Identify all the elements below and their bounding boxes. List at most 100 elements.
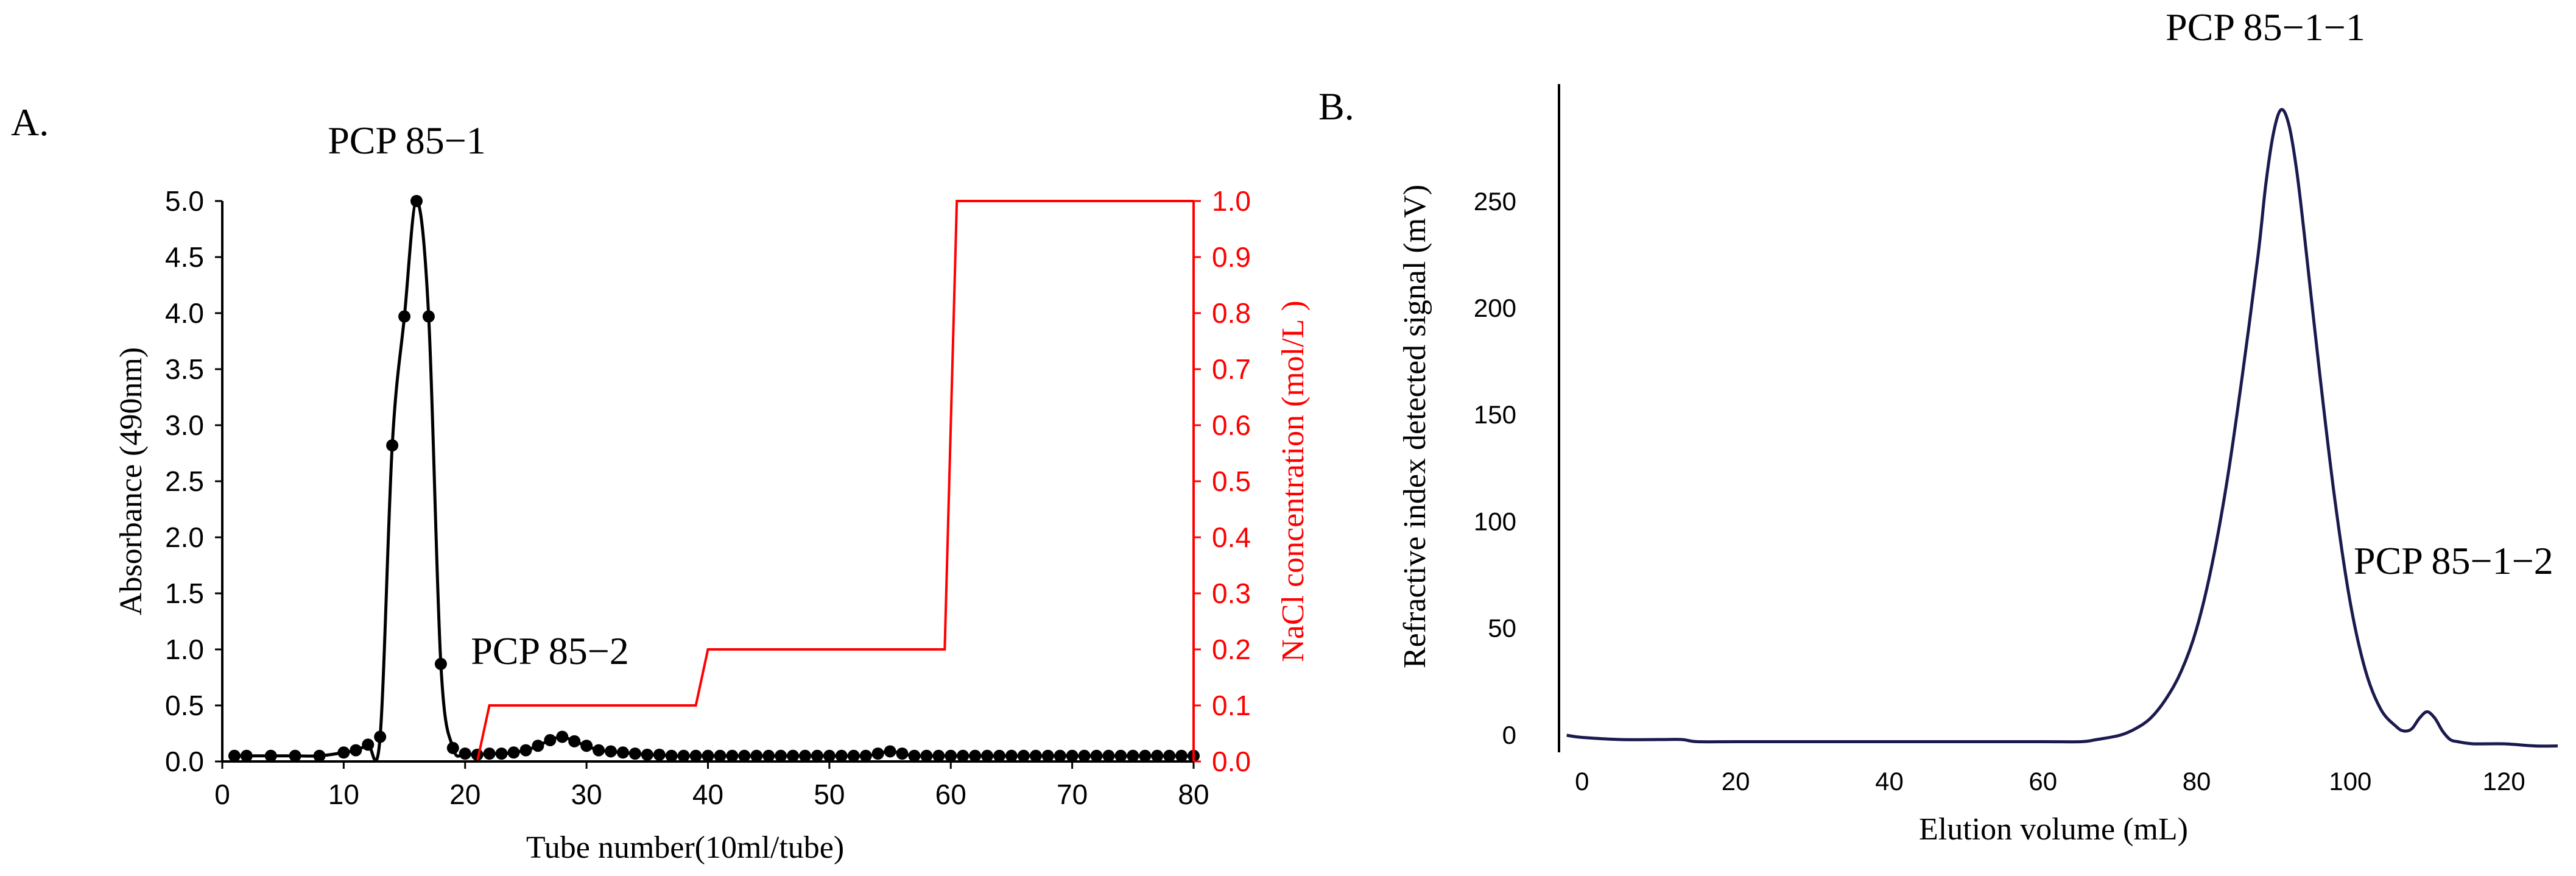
- absorbance-point: [240, 749, 253, 762]
- x-tick-label: 20: [1722, 767, 1750, 796]
- y2-tick-label: 0.3: [1212, 578, 1251, 609]
- absorbance-point: [799, 749, 811, 762]
- absorbance-point: [823, 749, 836, 762]
- absorbance-point: [386, 439, 399, 452]
- nacl-line: [222, 200, 1194, 763]
- absorbance-series: [228, 195, 1200, 763]
- y2-tick-label: 0.9: [1212, 241, 1251, 273]
- y2-tick-label: 0.6: [1212, 409, 1251, 441]
- x-tick-label: 60: [935, 779, 966, 810]
- y-tick-label: 4.5: [165, 241, 204, 273]
- y-tick-label: 100: [1474, 507, 1516, 535]
- panel-a-axes: [221, 201, 1195, 763]
- y-tick-label: 50: [1488, 614, 1516, 643]
- absorbance-point: [1151, 749, 1164, 762]
- absorbance-point: [762, 749, 775, 762]
- peak-label-pcp85-2: PCP 85−2: [471, 629, 629, 673]
- y2-tick-label: 0.5: [1212, 465, 1251, 497]
- x-tick-label: 40: [692, 779, 723, 810]
- absorbance-point: [871, 747, 884, 760]
- absorbance-point: [908, 749, 921, 762]
- y-tick-label: 250: [1474, 187, 1516, 216]
- y-tick-label: 0: [1502, 721, 1516, 749]
- absorbance-point: [1090, 749, 1103, 762]
- panel-a-y2-label: NaCl concentration (mol/L ): [1276, 300, 1311, 662]
- absorbance-point: [689, 749, 702, 762]
- y2-tick-label: 0.0: [1212, 746, 1251, 777]
- absorbance-point: [483, 747, 496, 760]
- absorbance-point: [641, 748, 653, 761]
- absorbance-point: [1175, 749, 1188, 762]
- absorbance-point: [264, 749, 277, 762]
- y2-tick-label: 0.1: [1212, 690, 1251, 721]
- panel-a-label: A.: [11, 101, 49, 144]
- absorbance-point: [859, 749, 872, 762]
- absorbance-point: [775, 749, 787, 762]
- absorbance-point: [884, 745, 896, 758]
- absorbance-point: [446, 741, 459, 754]
- panel-b-label: B.: [1318, 85, 1354, 128]
- absorbance-point: [957, 749, 970, 762]
- y2-tick-label: 0.4: [1212, 521, 1251, 553]
- y-tick-label: 4.0: [165, 297, 204, 329]
- x-tick-label: 0: [1575, 767, 1589, 796]
- absorbance-point: [362, 738, 375, 751]
- absorbance-point: [738, 749, 751, 762]
- absorbance-point: [507, 746, 520, 759]
- y2-tick-label: 0.2: [1212, 634, 1251, 665]
- absorbance-point: [228, 749, 241, 762]
- ri-signal-series: [1566, 108, 2558, 748]
- peak-label-pcp85-1-1: PCP 85−1−1: [2166, 5, 2365, 49]
- panel-b-y-label: Refractive index detected signal (mV): [1398, 185, 1432, 668]
- panel-a-y-label: Absorbance (490nm): [114, 347, 149, 615]
- absorbance-point: [532, 740, 544, 752]
- y-tick-label: 2.0: [165, 521, 204, 553]
- absorbance-point: [313, 749, 326, 762]
- x-tick-label: 120: [2483, 767, 2525, 796]
- absorbance-point: [337, 746, 350, 759]
- absorbance-point: [750, 749, 763, 762]
- absorbance-point: [1102, 749, 1115, 762]
- absorbance-point: [896, 747, 909, 760]
- y-tick-label: 150: [1474, 400, 1516, 429]
- absorbance-point: [556, 730, 569, 743]
- absorbance-point: [1139, 749, 1152, 762]
- panel-b-x-ticks: 0 20 40 60 80 100 120: [1575, 767, 2525, 796]
- x-tick-label: 80: [2183, 767, 2211, 796]
- nacl-series: [222, 200, 1194, 763]
- absorbance-point: [628, 747, 641, 760]
- absorbance-point: [350, 744, 362, 757]
- absorbance-point: [945, 749, 957, 762]
- peak-label-pcp85-1-2: PCP 85−1−2: [2354, 539, 2553, 582]
- y-tick-label: 2.5: [165, 465, 204, 497]
- peak-label-pcp85-1: PCP 85−1: [328, 119, 486, 162]
- x-tick-label: 20: [449, 779, 480, 810]
- absorbance-point: [1017, 749, 1030, 762]
- x-tick-label: 80: [1178, 779, 1209, 810]
- absorbance-point: [653, 748, 666, 761]
- absorbance-point: [289, 749, 301, 762]
- absorbance-point: [544, 734, 557, 747]
- panel-b-x-label: Elution volume (mL): [1919, 812, 2188, 847]
- panel-a-x-label: Tube number(10ml/tube): [526, 830, 844, 865]
- absorbance-point: [1066, 749, 1079, 762]
- absorbance-point: [580, 740, 593, 752]
- absorbance-point: [702, 749, 714, 762]
- absorbance-point: [1029, 749, 1042, 762]
- panel-a-y2-ticks: 0.0 0.1 0.2 0.3 0.4 0.5 0.6 0.7 0.8 0.9 1.0: [1194, 185, 1251, 777]
- y-tick-label: 200: [1474, 294, 1516, 322]
- absorbance-point: [1163, 749, 1176, 762]
- panel-a-x-ticks: 0 10 20 30 40 50 60 70 80: [214, 761, 1209, 810]
- absorbance-point: [434, 657, 447, 670]
- absorbance-point: [714, 749, 727, 762]
- absorbance-point: [835, 749, 848, 762]
- absorbance-point: [1127, 749, 1139, 762]
- absorbance-point: [1078, 749, 1091, 762]
- y-tick-label: 5.0: [165, 185, 204, 217]
- absorbance-point: [495, 747, 508, 760]
- absorbance-point: [422, 310, 435, 323]
- panel-a-y-ticks: 0.0 0.5 1.0 1.5 2.0 2.5 3.0 3.5 4.0 4.5 5.0: [165, 185, 222, 777]
- absorbance-point: [605, 745, 617, 758]
- absorbance-point: [1054, 749, 1066, 762]
